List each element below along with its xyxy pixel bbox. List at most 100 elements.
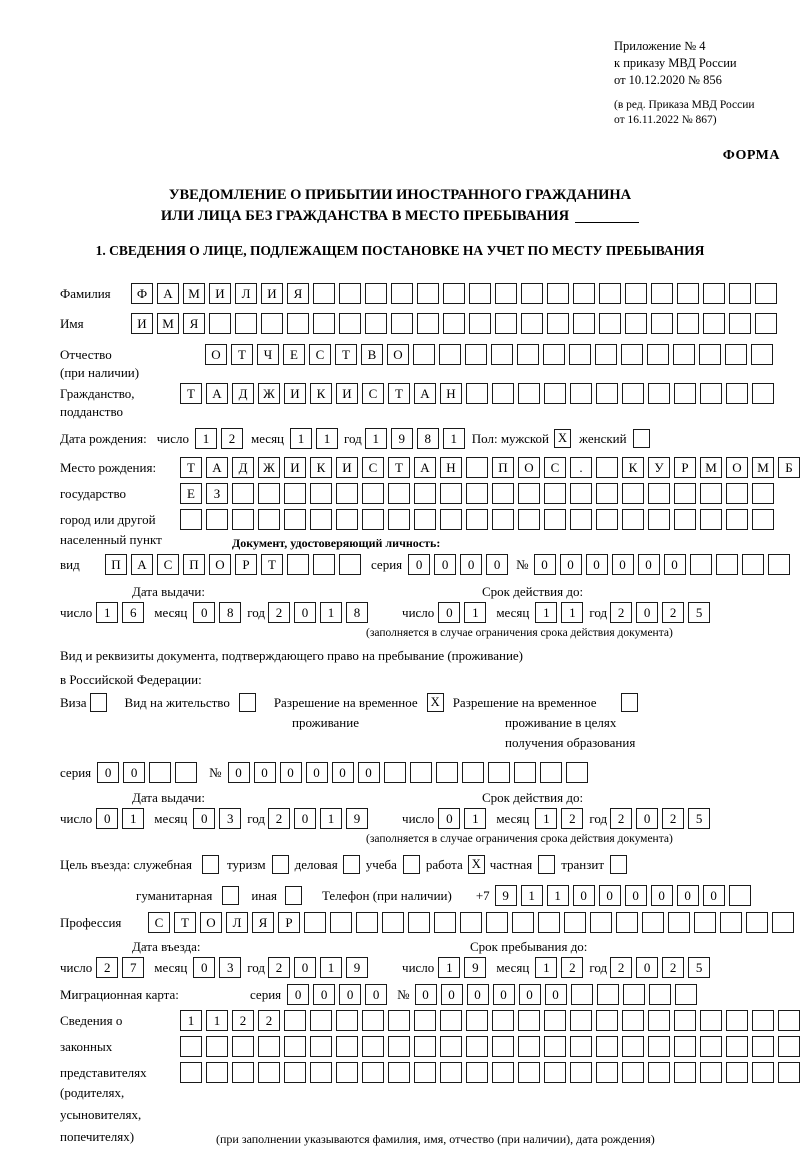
char-cell[interactable] [460, 912, 482, 933]
char-cell[interactable] [518, 1062, 540, 1083]
char-cell[interactable]: С [309, 344, 331, 365]
char-cell[interactable] [261, 313, 283, 334]
char-cell[interactable]: 9 [494, 885, 517, 906]
char-cell[interactable] [518, 1036, 540, 1057]
char-cell[interactable]: С [362, 383, 384, 404]
char-cell[interactable] [544, 383, 566, 404]
char-cell[interactable]: И [336, 383, 358, 404]
char-cell[interactable] [439, 344, 461, 365]
char-cell[interactable]: 1 [546, 885, 569, 906]
char-cell[interactable] [674, 1062, 696, 1083]
char-cell[interactable] [466, 1036, 488, 1057]
char-cell[interactable] [232, 483, 254, 504]
char-cell[interactable] [726, 1062, 748, 1083]
char-cell[interactable]: А [414, 383, 436, 404]
char-cell[interactable]: . [570, 457, 592, 478]
char-cell[interactable] [336, 509, 358, 530]
char-cell[interactable] [495, 313, 517, 334]
char-cell[interactable] [570, 509, 592, 530]
char-cell[interactable]: В [361, 344, 383, 365]
sex-female-checkbox[interactable] [632, 429, 650, 448]
purpose-transit-checkbox[interactable] [610, 855, 628, 874]
char-cell[interactable] [362, 509, 384, 530]
char-cell[interactable] [466, 383, 488, 404]
char-cell[interactable]: О [205, 344, 227, 365]
title-blank-underline[interactable] [575, 222, 640, 223]
char-cell[interactable] [726, 1010, 748, 1031]
char-cell[interactable]: 0 [702, 885, 725, 906]
char-cell[interactable] [755, 313, 777, 334]
char-cell[interactable]: 0 [637, 554, 660, 575]
char-cell[interactable]: А [157, 283, 179, 304]
char-cell[interactable] [573, 313, 595, 334]
char-cell[interactable] [674, 1036, 696, 1057]
char-cell[interactable]: 5 [688, 957, 711, 978]
char-cell[interactable]: 0 [636, 602, 659, 623]
char-cell[interactable] [440, 1010, 462, 1031]
char-cell[interactable] [778, 1036, 800, 1057]
char-cell[interactable] [543, 344, 565, 365]
char-cell[interactable]: 0 [585, 554, 608, 575]
char-cell[interactable] [440, 483, 462, 504]
char-cell[interactable] [414, 1062, 436, 1083]
char-cell[interactable] [752, 1036, 774, 1057]
char-cell[interactable]: 0 [492, 984, 515, 1005]
char-cell[interactable] [466, 509, 488, 530]
char-cell[interactable] [180, 1036, 202, 1057]
char-cell[interactable]: 1 [520, 885, 543, 906]
char-cell[interactable] [726, 1036, 748, 1057]
char-cell[interactable]: Л [235, 283, 257, 304]
char-cell[interactable] [492, 1010, 514, 1031]
char-cell[interactable] [336, 483, 358, 504]
char-cell[interactable] [772, 912, 794, 933]
char-cell[interactable]: Ж [258, 383, 280, 404]
char-cell[interactable] [310, 483, 332, 504]
char-cell[interactable]: 0 [486, 554, 509, 575]
char-cell[interactable] [517, 344, 539, 365]
char-cell[interactable] [513, 762, 536, 783]
char-cell[interactable]: Т [174, 912, 196, 933]
char-cell[interactable] [596, 457, 618, 478]
char-cell[interactable]: К [622, 457, 644, 478]
char-cell[interactable] [720, 912, 742, 933]
char-cell[interactable] [700, 509, 722, 530]
char-cell[interactable] [313, 283, 335, 304]
char-cell[interactable]: 2 [610, 957, 633, 978]
char-cell[interactable] [564, 912, 586, 933]
char-cell[interactable]: 0 [339, 984, 362, 1005]
char-cell[interactable] [310, 1036, 332, 1057]
char-cell[interactable]: Е [180, 483, 202, 504]
char-cell[interactable] [180, 1062, 202, 1083]
char-cell[interactable] [752, 1010, 774, 1031]
char-cell[interactable] [414, 1036, 436, 1057]
char-cell[interactable]: 1 [535, 957, 558, 978]
char-cell[interactable]: 1 [320, 808, 343, 829]
char-cell[interactable] [648, 984, 671, 1005]
char-cell[interactable]: А [206, 457, 228, 478]
char-cell[interactable] [544, 1010, 566, 1031]
char-cell[interactable]: 0 [440, 984, 463, 1005]
char-cell[interactable] [232, 1036, 254, 1057]
char-cell[interactable] [391, 283, 413, 304]
char-cell[interactable] [336, 1010, 358, 1031]
char-cell[interactable] [595, 344, 617, 365]
purpose-tourism-checkbox[interactable] [271, 855, 289, 874]
char-cell[interactable] [547, 313, 569, 334]
char-cell[interactable]: 0 [611, 554, 634, 575]
char-cell[interactable] [726, 383, 748, 404]
char-cell[interactable] [596, 984, 619, 1005]
char-cell[interactable]: К [310, 383, 332, 404]
char-cell[interactable]: 1 [122, 808, 145, 829]
